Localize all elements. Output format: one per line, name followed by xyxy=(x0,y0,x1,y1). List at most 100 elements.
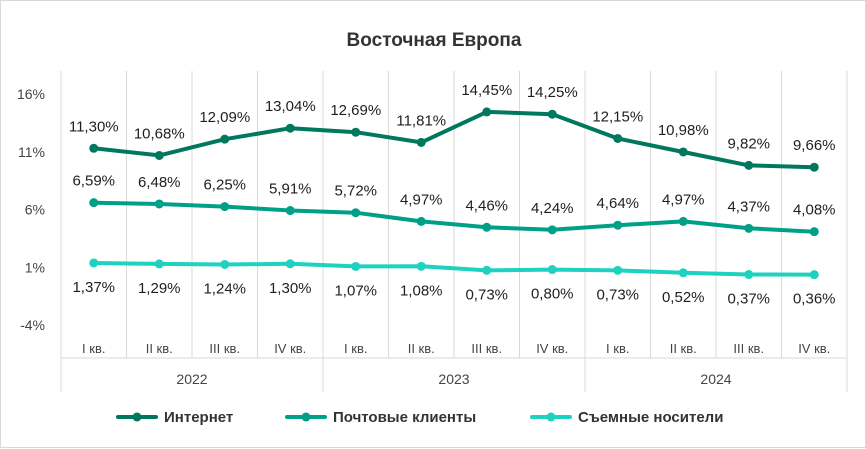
data-point xyxy=(220,134,230,144)
data-point xyxy=(154,259,164,269)
legend-entry: Интернет xyxy=(164,409,233,426)
data-label: 9,66% xyxy=(793,137,836,154)
data-label: 4,64% xyxy=(596,195,639,212)
data-point xyxy=(154,150,164,160)
data-labels: 11,30% 10,68% 12,09% 13,04% 12,69% 11,81% 14,4… xyxy=(69,82,836,308)
data-label: 1,29% xyxy=(138,280,181,297)
data-point xyxy=(351,208,361,218)
data-point xyxy=(678,147,688,157)
legend: Интернет Почтовые клиенты Съемные носители xyxy=(116,409,723,426)
data-point xyxy=(285,259,295,269)
data-label: 0,37% xyxy=(727,291,770,308)
year-label: 2022 xyxy=(176,371,207,387)
data-point xyxy=(547,265,557,275)
x-tick-label: III кв. xyxy=(471,341,502,356)
data-label: 12,15% xyxy=(592,108,643,125)
data-point xyxy=(482,265,492,275)
data-label: 4,97% xyxy=(662,191,705,208)
data-label: 13,04% xyxy=(265,98,316,115)
x-tick-label: II кв. xyxy=(408,341,435,356)
data-label: 10,98% xyxy=(658,122,709,139)
data-point xyxy=(89,198,99,208)
data-point xyxy=(285,123,295,133)
data-label: 1,37% xyxy=(72,279,115,296)
legend-point-marker xyxy=(301,412,311,422)
series-line xyxy=(91,109,817,170)
data-point xyxy=(809,270,819,280)
data-label: 0,52% xyxy=(662,289,705,306)
data-point xyxy=(482,222,492,232)
data-point xyxy=(678,268,688,278)
y-axis-ticks: 16% 11% 6% 1% -4% xyxy=(17,86,45,333)
data-label: 4,37% xyxy=(727,198,770,215)
data-label: 4,46% xyxy=(465,197,508,214)
x-tick-label: II кв. xyxy=(146,341,173,356)
data-label: 0,73% xyxy=(596,286,639,303)
data-label: 6,25% xyxy=(203,177,246,194)
data-label: 12,69% xyxy=(330,102,381,119)
data-label: 1,24% xyxy=(203,280,246,297)
y-tick-label: 16% xyxy=(17,86,45,102)
data-point xyxy=(613,265,623,275)
data-point xyxy=(613,133,623,143)
x-tick-label: III кв. xyxy=(733,341,764,356)
series-lines xyxy=(89,107,819,280)
data-point xyxy=(220,259,230,269)
data-point xyxy=(678,216,688,226)
series-line xyxy=(91,261,817,277)
data-point xyxy=(482,107,492,117)
x-tick-label: IV кв. xyxy=(536,341,568,356)
legend-entry: Почтовые клиенты xyxy=(333,409,476,426)
data-label: 12,09% xyxy=(199,109,250,126)
grid-lines xyxy=(60,71,848,392)
data-point xyxy=(89,143,99,153)
data-label: 1,08% xyxy=(400,282,443,299)
x-tick-label: III кв. xyxy=(209,341,240,356)
data-label: 10,68% xyxy=(134,125,185,142)
data-label: 14,45% xyxy=(461,82,512,99)
y-tick-label: 11% xyxy=(18,144,45,160)
legend-point-marker xyxy=(132,412,142,422)
data-label: 1,07% xyxy=(334,282,377,299)
x-tick-label: IV кв. xyxy=(798,341,830,356)
data-point xyxy=(744,270,754,280)
x-tick-label: II кв. xyxy=(670,341,697,356)
data-point xyxy=(613,220,623,230)
data-label: 4,08% xyxy=(793,202,836,219)
data-point xyxy=(285,206,295,216)
data-label: 6,48% xyxy=(138,174,181,191)
data-label: 0,80% xyxy=(531,286,574,303)
x-tick-label: I кв. xyxy=(606,341,629,356)
data-label: 4,97% xyxy=(400,191,443,208)
data-label: 11,81% xyxy=(396,112,446,129)
series-line xyxy=(91,200,817,234)
data-point xyxy=(154,199,164,209)
data-point xyxy=(547,109,557,119)
data-label: 0,36% xyxy=(793,291,836,308)
data-point xyxy=(416,137,426,147)
data-point xyxy=(744,223,754,233)
data-label: 14,25% xyxy=(527,84,578,101)
year-label: 2023 xyxy=(438,371,469,387)
data-point xyxy=(744,160,754,170)
y-tick-label: 6% xyxy=(25,202,45,218)
data-label: 11,30% xyxy=(69,118,119,135)
data-point xyxy=(89,258,99,268)
data-label: 6,59% xyxy=(72,173,115,190)
data-label: 0,73% xyxy=(465,286,508,303)
x-tick-label: I кв. xyxy=(82,341,105,356)
data-point xyxy=(809,227,819,237)
data-point xyxy=(416,216,426,226)
legend-point-marker xyxy=(546,412,556,422)
y-tick-label: -4% xyxy=(20,317,45,333)
data-label: 9,82% xyxy=(727,135,770,152)
data-label: 4,24% xyxy=(531,200,574,217)
data-point xyxy=(416,261,426,271)
data-label: 5,72% xyxy=(334,183,377,200)
y-tick-label: 1% xyxy=(25,259,45,275)
x-axis-ticks: I кв. II кв. III кв. IV кв. I кв. II кв. III к… xyxy=(82,341,830,387)
chart-title: Восточная Европа xyxy=(347,30,522,51)
data-point xyxy=(809,162,819,172)
